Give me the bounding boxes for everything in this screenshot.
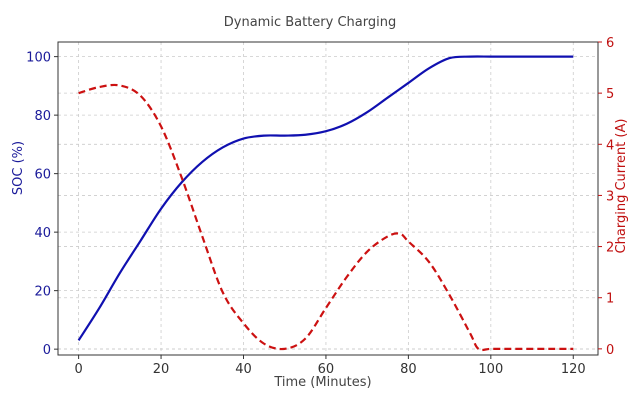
x-tick-label: 40 (235, 362, 252, 377)
y-right-tick-label: 4 (606, 138, 614, 153)
x-tick-label: 20 (153, 362, 170, 377)
y-left-axis-ticks: 0 20 40 60 80 100 (26, 51, 58, 358)
x-tick-label: 120 (561, 362, 586, 377)
y-right-tick-label: 3 (606, 189, 614, 204)
soc-series (77, 55, 574, 341)
chart-title: Dynamic Battery Charging (224, 15, 396, 30)
plot-frame (57, 41, 599, 356)
y-right-tick-label: 6 (606, 36, 614, 51)
y-left-tick-label: 40 (34, 226, 51, 241)
y-left-tick-label: 100 (26, 51, 51, 66)
x-tick-label: 100 (478, 362, 503, 377)
y-right-tick-label: 1 (606, 292, 614, 307)
x-tick-label: 80 (400, 362, 417, 377)
y-right-tick-label: 2 (606, 241, 614, 256)
x-axis-label: Time (Minutes) (273, 375, 371, 390)
x-tick-label: 0 (74, 362, 82, 377)
charging-current-line (78, 83, 574, 352)
y-left-tick-label: 80 (34, 109, 51, 124)
y-right-tick-label: 0 (606, 343, 614, 358)
x-tick-label: 60 (318, 362, 335, 377)
y-right-axis-ticks: 0 1 2 3 4 5 6 (598, 36, 614, 358)
x-axis-ticks: 0 20 40 60 80 100 120 (74, 355, 586, 377)
current-series (78, 83, 574, 352)
y-right-axis-label: Charging Current (A) (614, 119, 629, 254)
y-left-tick-label: 60 (34, 168, 51, 183)
y-left-tick-label: 0 (43, 343, 51, 358)
y-right-tick-label: 5 (606, 87, 614, 102)
y-left-tick-label: 20 (34, 285, 51, 300)
soc-line (77, 55, 574, 341)
y-left-axis-label: SOC (%) (11, 141, 26, 195)
